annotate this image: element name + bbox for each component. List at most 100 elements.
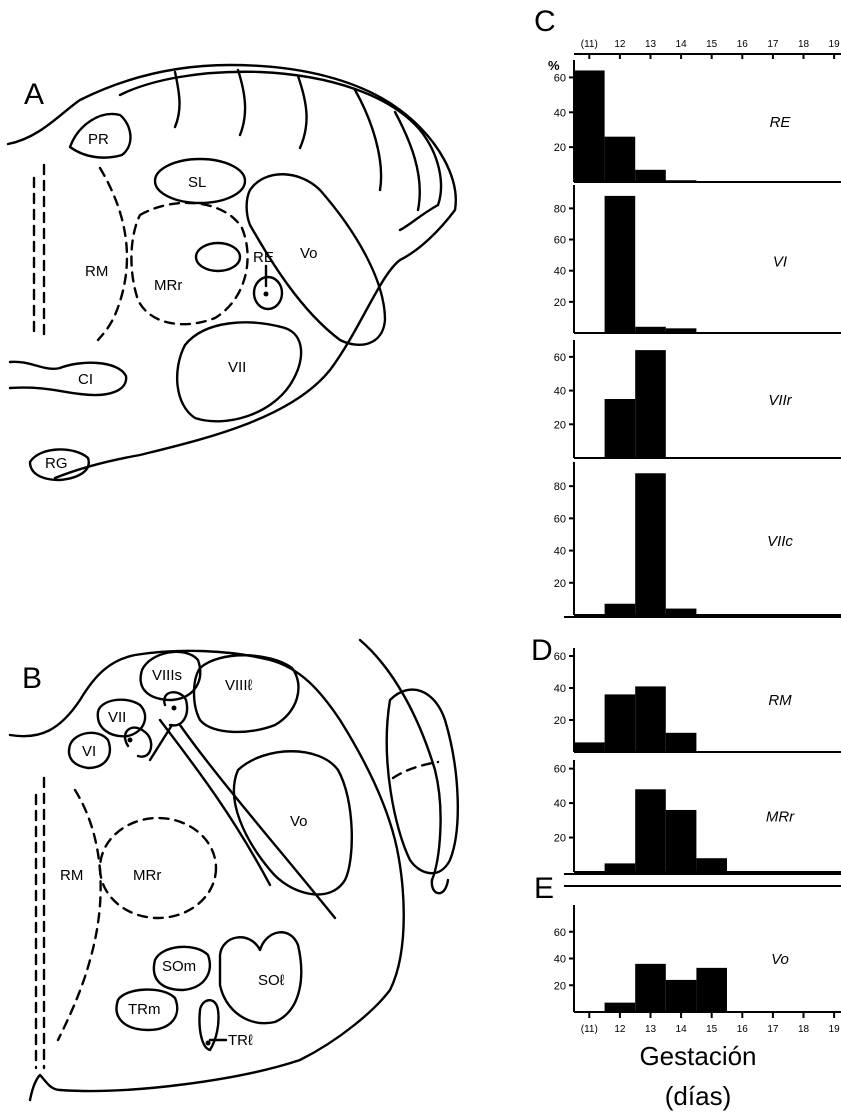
histogram-panel-vo: 20 40 60 Vo	[554, 905, 841, 1013]
viiis-label: VIIIs	[152, 667, 182, 684]
bottom-x-tick-label: 17	[767, 1024, 779, 1035]
histogram-panel-re: 20 40 60 RE	[554, 60, 841, 183]
panel-letter-e: E	[534, 872, 554, 905]
bar-12	[604, 694, 636, 752]
bar-15	[696, 858, 727, 872]
y-tick-label: 60	[554, 352, 566, 364]
bar-15	[696, 967, 727, 1012]
bar-13	[635, 473, 666, 615]
som-nucleus	[152, 945, 211, 992]
panel-b-outer-contour	[8, 649, 405, 1102]
histogram-panel-rm: 20 40 60 RM	[554, 648, 841, 753]
panel-label-re: RE	[770, 114, 792, 131]
panel-letter-a: A	[24, 78, 44, 111]
trm-label: TRm	[128, 1001, 161, 1018]
bar-14	[665, 979, 697, 1012]
bar-14	[665, 180, 697, 182]
bottom-x-tick-label: 13	[645, 1024, 657, 1035]
re-label: RE	[253, 249, 274, 266]
bar-(11)	[574, 70, 605, 182]
bottom-x-tick-label: 19	[829, 1024, 841, 1035]
bar-12	[604, 399, 636, 458]
y-tick-label: 60	[554, 764, 566, 776]
top-x-tick-label: 17	[767, 39, 779, 50]
vi-nucleus	[67, 731, 111, 770]
viiil-nucleus	[192, 654, 300, 734]
y-tick-label: 20	[554, 419, 566, 431]
viiis-nucleus	[139, 650, 202, 702]
top-x-tick-label: 14	[676, 39, 688, 50]
panel-label-viir: VIIr	[768, 392, 792, 409]
pr-label: PR	[88, 131, 109, 148]
top-x-tick-label: 18	[798, 39, 810, 50]
panel-label-rm: RM	[768, 692, 792, 709]
mrr-region-b	[98, 816, 218, 920]
top-x-tick-label: 15	[706, 39, 718, 50]
bar-13	[635, 350, 666, 458]
pr-nucleus	[68, 112, 132, 159]
bar-12	[604, 603, 636, 615]
y-tick-label: 40	[554, 107, 566, 119]
viiil-label: VIIIℓ	[225, 677, 253, 694]
vo-label-b: Vo	[290, 813, 308, 830]
x-axis-title-units: (días)	[665, 1081, 731, 1111]
y-tick-label: 20	[554, 715, 566, 727]
y-tick-label: 60	[554, 927, 566, 939]
bar-12	[604, 1002, 636, 1012]
bar-12	[604, 863, 636, 872]
y-tick-label: 20	[554, 142, 566, 154]
y-tick-label: 20	[554, 578, 566, 590]
top-x-tick-label: 19	[829, 39, 841, 50]
bar-14	[665, 328, 697, 333]
bottom-x-tick-label: 15	[706, 1024, 718, 1035]
histogram-panels: 20 40 60 RE 20 40 60 80 VI 20 40 60 VIIr 20 40 60 80 VIIc…	[554, 60, 841, 1013]
panel-a-dorsal-cap	[118, 70, 443, 207]
y-tick-label: 40	[554, 386, 566, 398]
top-x-tick-label: 12	[614, 39, 626, 50]
y-tick-label: 40	[554, 954, 566, 966]
bar-14	[665, 809, 697, 872]
trl-label: TRℓ	[228, 1032, 253, 1049]
bar-14	[665, 732, 697, 752]
trm-nucleus	[115, 988, 179, 1032]
ci-label: CI	[78, 371, 93, 388]
x-axis-title: Gestación	[639, 1041, 756, 1071]
rg-label: RG	[45, 455, 68, 472]
rg-nucleus	[28, 448, 90, 482]
panel-letter-b: B	[22, 662, 42, 695]
panel-label-vo: Vo	[771, 951, 789, 968]
y-tick-label: 20	[554, 980, 566, 992]
sl-label: SL	[188, 174, 206, 191]
bar-12	[604, 195, 636, 333]
bar-13	[635, 326, 666, 333]
vo-nucleus-b	[232, 750, 353, 896]
y-tick-label: 60	[554, 513, 566, 525]
vii-nucleus-b	[96, 698, 147, 738]
vo-label-a: Vo	[300, 245, 318, 262]
panel-letter-c: C	[534, 5, 556, 38]
y-tick-label: 60	[554, 72, 566, 84]
bar-14	[665, 608, 697, 615]
re-nucleus	[252, 275, 284, 311]
bottom-x-tick-label: 12	[614, 1024, 626, 1035]
histogram-panel-viir: 20 40 60 VIIr	[554, 340, 841, 459]
panel-label-mrr: MRr	[766, 809, 795, 826]
panel-a-outer-contour	[6, 63, 457, 480]
y-tick-label: 40	[554, 266, 566, 278]
vii-nucleus-a	[175, 321, 303, 423]
y-tick-label: 40	[554, 798, 566, 810]
bar-13	[635, 686, 666, 752]
vii-label-a: VII	[228, 359, 246, 376]
bottom-x-tick-label: 18	[798, 1024, 810, 1035]
sol-nucleus	[218, 931, 303, 1025]
bar-(11)	[574, 742, 605, 752]
panel-a: A PR SL RM MRr RE Vo	[6, 63, 457, 482]
trl-nucleus	[198, 999, 220, 1052]
panel-label-vi: VI	[773, 253, 787, 270]
vo-nucleus-a	[245, 173, 387, 347]
restiform-body	[385, 688, 459, 875]
bottom-axis: (11) 12 13 14 15 16 17 18 19	[581, 1012, 840, 1035]
top-x-tick-label: 16	[737, 39, 749, 50]
som-label: SOm	[162, 958, 196, 975]
